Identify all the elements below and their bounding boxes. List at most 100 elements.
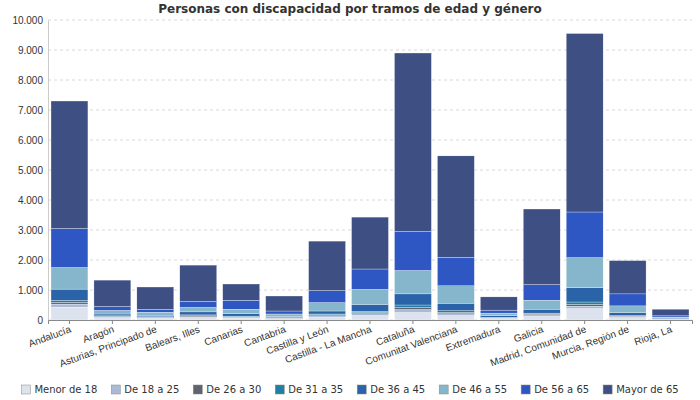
x-tick-label: Murcia, Región de (550, 323, 630, 361)
y-tick: 9.000 (18, 45, 48, 56)
x-tick-mark (155, 320, 156, 324)
bar (394, 307, 431, 309)
bar (266, 317, 303, 318)
x-tick-label: Rioja, La (633, 323, 674, 347)
legend-label: Menor de 18 (34, 384, 97, 395)
bar (652, 317, 689, 319)
bar (437, 312, 474, 314)
x-tick-label: Andalucía (27, 323, 73, 349)
x-tick: Andalucía (27, 320, 73, 349)
bar (180, 315, 217, 317)
x-tick-mark (455, 320, 456, 324)
bar (652, 317, 689, 319)
legend-swatch (521, 385, 530, 394)
bar (51, 301, 88, 303)
y-tick: 10.000 (12, 15, 48, 26)
y-tick: 4.000 (18, 195, 48, 206)
legend-swatch (357, 385, 366, 394)
bar (652, 318, 689, 319)
bar (566, 212, 603, 258)
bar (652, 319, 689, 320)
legend-label: De 56 a 65 (534, 384, 589, 395)
y-tick-label: 1.000 (18, 285, 43, 296)
bar (309, 316, 346, 317)
bar (137, 287, 174, 309)
bar (266, 316, 303, 317)
bar (309, 314, 346, 316)
bar (480, 310, 517, 313)
bar (94, 280, 131, 306)
bar (352, 289, 389, 304)
x-tick-mark (198, 320, 199, 324)
legend-label: De 26 a 30 (206, 384, 261, 395)
y-tick-label: 2.000 (18, 255, 43, 266)
bar (394, 232, 431, 271)
bar (609, 306, 646, 313)
bar (266, 317, 303, 318)
bar (609, 261, 646, 294)
bar (352, 314, 389, 316)
bar (51, 229, 88, 268)
bar (51, 101, 88, 229)
bar (137, 309, 174, 312)
legend-label: De 18 a 25 (124, 384, 179, 395)
bar (652, 319, 689, 320)
legend-item: De 31 a 35 (275, 384, 343, 395)
bar (437, 314, 474, 316)
series (51, 34, 689, 316)
bar (480, 317, 517, 319)
bars (51, 34, 689, 321)
bar (652, 316, 689, 317)
bar (137, 315, 174, 317)
bar (137, 317, 174, 319)
bar (566, 309, 603, 320)
y-tick-label: 9.000 (18, 45, 43, 56)
bar (137, 316, 174, 318)
bar (223, 316, 260, 318)
x-tick-label: Castilla - La Mancha (283, 323, 373, 365)
y-tick: 6.000 (18, 135, 48, 146)
x-tick-mark (627, 320, 628, 324)
series (51, 212, 689, 317)
bar (352, 316, 389, 321)
legend-swatch (439, 385, 448, 394)
y-tick-label: 8.000 (18, 75, 43, 86)
y-tick-label: 3.000 (18, 225, 43, 236)
x-tick: Rioja, La (633, 320, 674, 347)
x-tick-mark (541, 320, 542, 324)
legend-label: De 36 a 45 (370, 384, 425, 395)
y-tick: 2.000 (18, 255, 48, 266)
x-tick-mark (370, 320, 371, 324)
series (51, 288, 689, 319)
bar (180, 318, 217, 320)
bar (394, 313, 431, 321)
bar (609, 318, 646, 320)
x-tick-label: Balears, Illes (144, 324, 202, 354)
bar (94, 310, 131, 314)
bar (94, 317, 131, 319)
x-tick-mark (112, 320, 113, 324)
bar (137, 317, 174, 319)
bar (609, 313, 646, 316)
x-tick: Extremadura (444, 320, 502, 353)
y-tick-label: 0 (37, 315, 43, 326)
bar (566, 304, 603, 306)
bar (609, 294, 646, 306)
grid (48, 20, 692, 320)
legend-label: De 31 a 35 (288, 384, 343, 395)
bar (480, 317, 517, 318)
bar (394, 294, 431, 305)
grid-line (48, 20, 692, 21)
bar (309, 317, 346, 320)
bar (266, 318, 303, 320)
x-tick-mark (412, 320, 413, 324)
bar (437, 316, 474, 321)
bar (609, 316, 646, 318)
y-axis: 01.0002.0003.0004.0005.0006.0007.0008.00… (12, 15, 48, 326)
bar (51, 268, 88, 290)
y-tick: 7.000 (18, 105, 48, 116)
bar (223, 317, 260, 319)
bar (437, 303, 474, 311)
x-tick-mark (241, 320, 242, 324)
y-tick-label: 6.000 (18, 135, 43, 146)
